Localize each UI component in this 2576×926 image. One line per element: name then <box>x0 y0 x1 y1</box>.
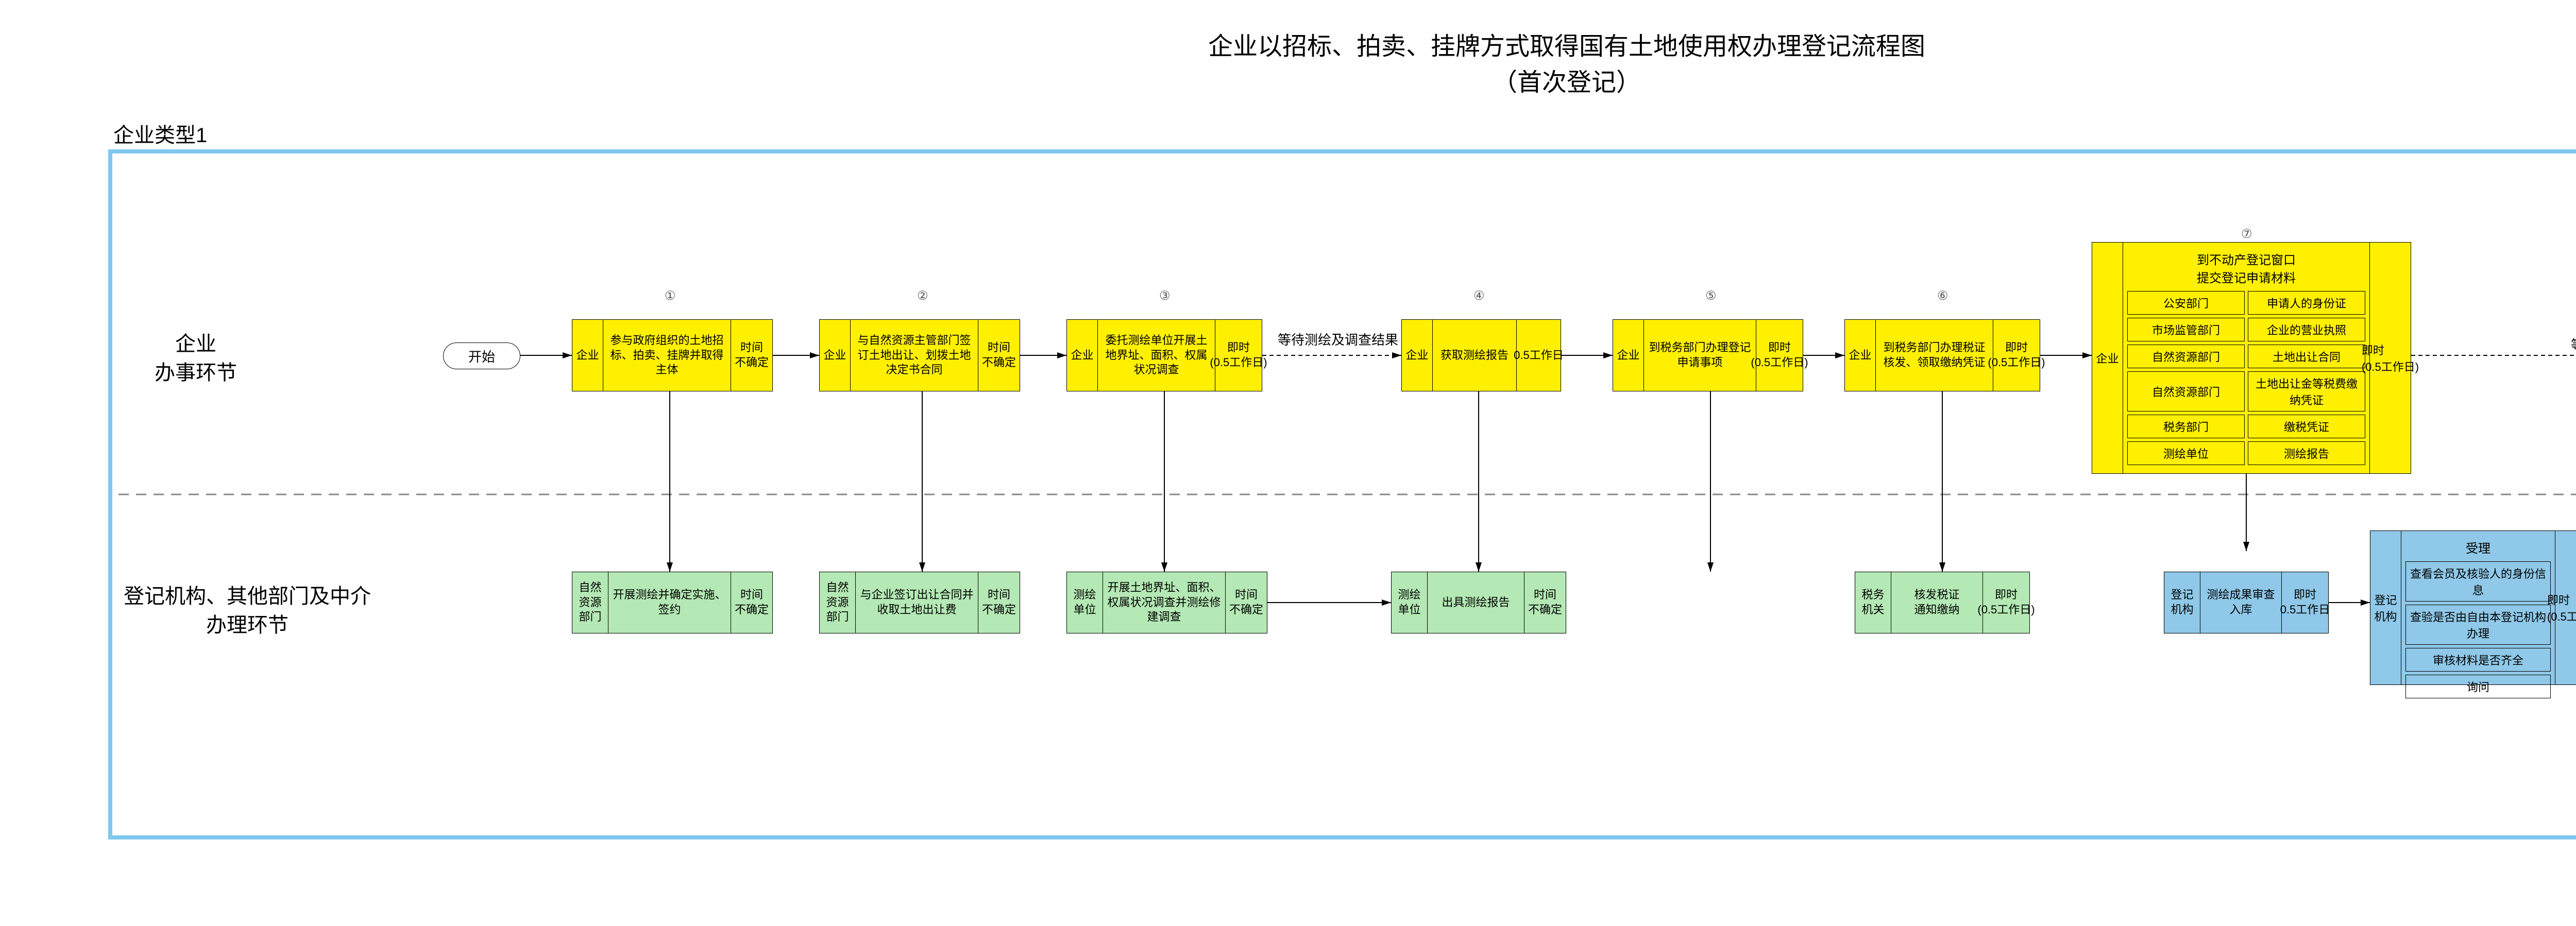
seq-4: ④ <box>1473 288 1485 303</box>
type-label: 企业类型1 <box>113 118 207 148</box>
seq-5: ⑤ <box>1705 288 1717 303</box>
node-b6: 登记 机构 测绘成果审查入库 即时 0.5工作日 <box>2164 572 2329 633</box>
seq-3: ③ <box>1159 288 1171 303</box>
node-b1: 自然 资源 部门 开展测绘并确定实施、签约 时间 不确定 <box>572 572 773 633</box>
seq-2: ② <box>917 288 928 303</box>
node-b4: 测绘 单位 出具测绘报告 时间 不确定 <box>1391 572 1566 633</box>
seq-6: ⑥ <box>1937 288 1948 303</box>
node-b3: 测绘 单位 开展土地界址、面积、权属状况调查并测绘修建调查 时间 不确定 <box>1066 572 1267 633</box>
node-t1: 企业 参与政府组织的土地招标、拍卖、挂牌并取得主体 时间 不确定 <box>572 319 773 391</box>
page-subtitle: （首次登记） <box>0 62 2576 98</box>
submit-grid: 公安部门申请人的身份证市场监管部门企业的营业执照自然资源部门土地出让合同自然资源… <box>2127 291 2365 465</box>
node-t3: 企业 委托测绘单位开展土地界址、面积、权属状况调查 即时 (0.5工作日) <box>1066 319 1262 391</box>
page-title: 企业以招标、拍卖、挂牌方式取得国有土地使用权办理登记流程图 <box>0 0 2576 62</box>
seq-1: ① <box>665 288 676 303</box>
lane-bottom-label: 登记机构、其他部门及中介 办理环节 <box>124 582 371 640</box>
node-t2: 企业 与自然资源主管部门签订土地出让、划拨土地决定书合同 时间 不确定 <box>819 319 1020 391</box>
node-t6: 企业 到税务部门办理税证核发、领取缴纳凭证 即时 (0.5工作日) <box>1844 319 2040 391</box>
lane-top-label: 企业 办事环节 <box>155 330 237 387</box>
node-b2: 自然 资源 部门 与企业签订出让合同并收取土地出让费 时间 不确定 <box>819 572 1020 633</box>
note-wait-fee: 等待缴费凭证 <box>2571 335 2576 354</box>
flowchart-page: 企业以招标、拍卖、挂牌方式取得国有土地使用权办理登记流程图 （首次登记） 企业类… <box>0 0 2576 897</box>
node-t5: 企业 到税务部门办理登记申请事项 即时 (0.5工作日) <box>1613 319 1803 391</box>
note-wait-survey: 等待测绘及调查结果 <box>1278 330 1398 349</box>
node-b5: 税务 机关 核发税证 通知缴纳 即时 (0.5工作日) <box>1855 572 2030 633</box>
seq-7: ⑦ <box>2241 227 2252 242</box>
start-terminal: 开始 <box>443 342 520 369</box>
node-big-submit: 企业 到不动产登记窗口 提交登记申请材料 公安部门申请人的身份证市场监管部门企业… <box>2092 242 2411 474</box>
node-t4: 企业 获取测绘报告 0.5工作日 <box>1401 319 1561 391</box>
node-bb1: 登记 机构 受理查看会员及核验人的身份信息查验是否由自由本登记机构办理审核材料是… <box>2370 530 2576 685</box>
